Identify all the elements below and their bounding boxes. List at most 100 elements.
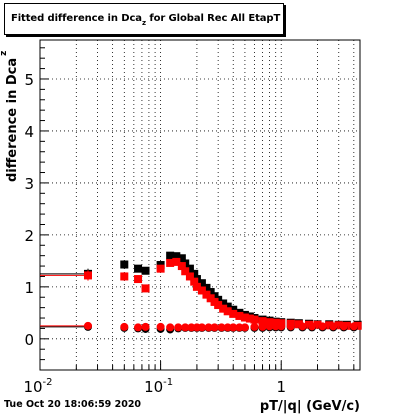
data-point <box>210 323 219 332</box>
data-point <box>202 290 211 299</box>
data-point <box>265 318 274 327</box>
data-point <box>156 322 165 331</box>
data-point <box>181 323 190 332</box>
y-tick-label: 2 <box>24 227 34 245</box>
y-tick-label: 1 <box>24 279 34 297</box>
data-point <box>258 322 267 331</box>
data-point <box>277 322 286 331</box>
y-axis-label-subscript: z <box>0 51 9 56</box>
x-axis-label: pT/|q| (GeV/c) <box>260 399 360 414</box>
data-point <box>177 262 186 271</box>
data-point <box>134 275 143 284</box>
data-point <box>206 288 215 297</box>
y-tick-label: 0 <box>24 331 34 349</box>
data-point <box>223 323 232 332</box>
data-point <box>294 320 303 329</box>
data-point <box>245 314 254 323</box>
data-point <box>185 264 194 273</box>
data-point <box>197 286 206 295</box>
data-point <box>217 323 226 332</box>
data-point <box>265 322 274 331</box>
data-point <box>223 302 232 311</box>
footer-timestamp: Tue Oct 20 18:06:59 2020 <box>4 399 142 410</box>
data-point <box>235 311 244 320</box>
y-tick-label: 5 <box>24 71 34 89</box>
data-point <box>134 264 143 273</box>
data-point <box>141 322 150 331</box>
data-point <box>166 258 175 267</box>
data-point <box>177 254 186 263</box>
data-point <box>134 323 143 332</box>
x-tick-label-exponent: -1 <box>163 377 173 388</box>
data-point <box>120 272 129 281</box>
data-point <box>204 323 213 332</box>
data-point <box>166 323 175 332</box>
data-point <box>250 322 259 331</box>
data-point <box>172 252 181 261</box>
data-point <box>308 322 317 331</box>
chart-title: Fitted difference in Dcaz for Global Rec… <box>11 13 281 27</box>
data-point <box>141 266 150 275</box>
data-point <box>229 323 238 332</box>
data-point <box>83 271 92 280</box>
data-point <box>83 321 92 330</box>
data-point <box>298 322 307 331</box>
data-point <box>339 322 348 331</box>
data-point <box>120 322 129 331</box>
data-marks <box>40 251 362 334</box>
data-point <box>197 279 206 288</box>
x-tick-label: 10-2 <box>23 377 52 396</box>
data-point <box>250 315 259 324</box>
data-point <box>197 323 206 332</box>
data-point <box>172 257 181 266</box>
series-1 <box>40 257 362 330</box>
data-point <box>192 282 201 291</box>
data-point <box>174 323 183 332</box>
data-point <box>120 260 129 269</box>
x-tick-label: 10-1 <box>144 377 173 396</box>
x-tick-label-base: 10 <box>23 378 42 396</box>
data-point <box>349 322 358 331</box>
series-3 <box>40 321 358 332</box>
data-point <box>240 313 249 322</box>
data-point <box>334 321 343 330</box>
y-axis-label-text: difference in Dca <box>5 58 20 182</box>
data-point <box>219 304 228 313</box>
data-point <box>141 284 150 293</box>
x-tick-label-base: 10 <box>144 378 163 396</box>
data-point <box>202 283 211 292</box>
data-point <box>187 323 196 332</box>
chart-title-box: Fitted difference in Dcaz for Global Rec… <box>4 3 284 35</box>
x-tick-label-exponent: -2 <box>43 377 53 388</box>
data-point <box>190 269 199 278</box>
data-point <box>185 272 194 281</box>
data-point <box>258 317 267 326</box>
data-point <box>223 307 232 316</box>
data-point <box>329 322 338 331</box>
data-point <box>318 322 327 331</box>
data-point <box>240 323 249 332</box>
y-tick-label: 3 <box>24 175 34 193</box>
plot-frame <box>39 39 361 371</box>
x-tick-label: 1 <box>276 378 286 396</box>
data-point <box>156 264 165 273</box>
data-point <box>286 322 295 331</box>
y-tick-label: 4 <box>24 123 34 141</box>
data-point <box>166 251 175 260</box>
chart-title-subscript: z <box>141 19 146 27</box>
chart-title-suffix: for Global Rec All EtapT <box>145 13 281 24</box>
data-point <box>235 323 244 332</box>
chart-title-prefix: Fitted difference in Dca <box>11 13 142 24</box>
axis-ticks <box>39 47 355 370</box>
data-point <box>313 320 322 329</box>
x-tick-label-base: 1 <box>276 378 286 396</box>
y-axis-label: difference in Dca z <box>0 51 20 182</box>
data-point <box>325 321 334 330</box>
data-point <box>214 301 223 310</box>
data-point <box>190 277 199 286</box>
data-point <box>219 299 228 308</box>
data-point <box>229 305 238 314</box>
data-point <box>181 267 190 276</box>
